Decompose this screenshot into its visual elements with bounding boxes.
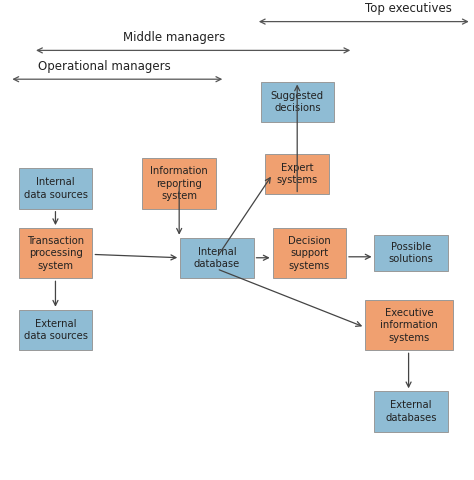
FancyBboxPatch shape [19, 228, 92, 278]
Text: Internal
database: Internal database [194, 247, 240, 269]
Text: Top executives: Top executives [365, 2, 452, 15]
Text: Information
reporting
system: Information reporting system [150, 166, 208, 201]
Text: Internal
data sources: Internal data sources [24, 177, 88, 200]
Text: Transaction
processing
system: Transaction processing system [27, 236, 84, 271]
Text: External
databases: External databases [385, 400, 437, 423]
FancyBboxPatch shape [19, 168, 92, 209]
Text: Decision
support
systems: Decision support systems [288, 236, 331, 271]
Text: Suggested
decisions: Suggested decisions [271, 91, 324, 113]
FancyBboxPatch shape [19, 310, 92, 350]
FancyBboxPatch shape [365, 300, 453, 350]
Text: Expert
systems: Expert systems [277, 163, 318, 185]
FancyBboxPatch shape [374, 391, 448, 432]
Text: Middle managers: Middle managers [123, 31, 226, 44]
Text: Possible
solutions: Possible solutions [389, 242, 434, 264]
FancyBboxPatch shape [265, 154, 329, 194]
FancyBboxPatch shape [261, 82, 334, 122]
Text: Operational managers: Operational managers [38, 60, 171, 73]
FancyBboxPatch shape [180, 238, 254, 278]
FancyBboxPatch shape [273, 228, 346, 278]
FancyBboxPatch shape [374, 235, 448, 271]
FancyBboxPatch shape [142, 158, 216, 209]
Text: External
data sources: External data sources [24, 319, 88, 341]
Text: Executive
information
systems: Executive information systems [380, 308, 438, 343]
